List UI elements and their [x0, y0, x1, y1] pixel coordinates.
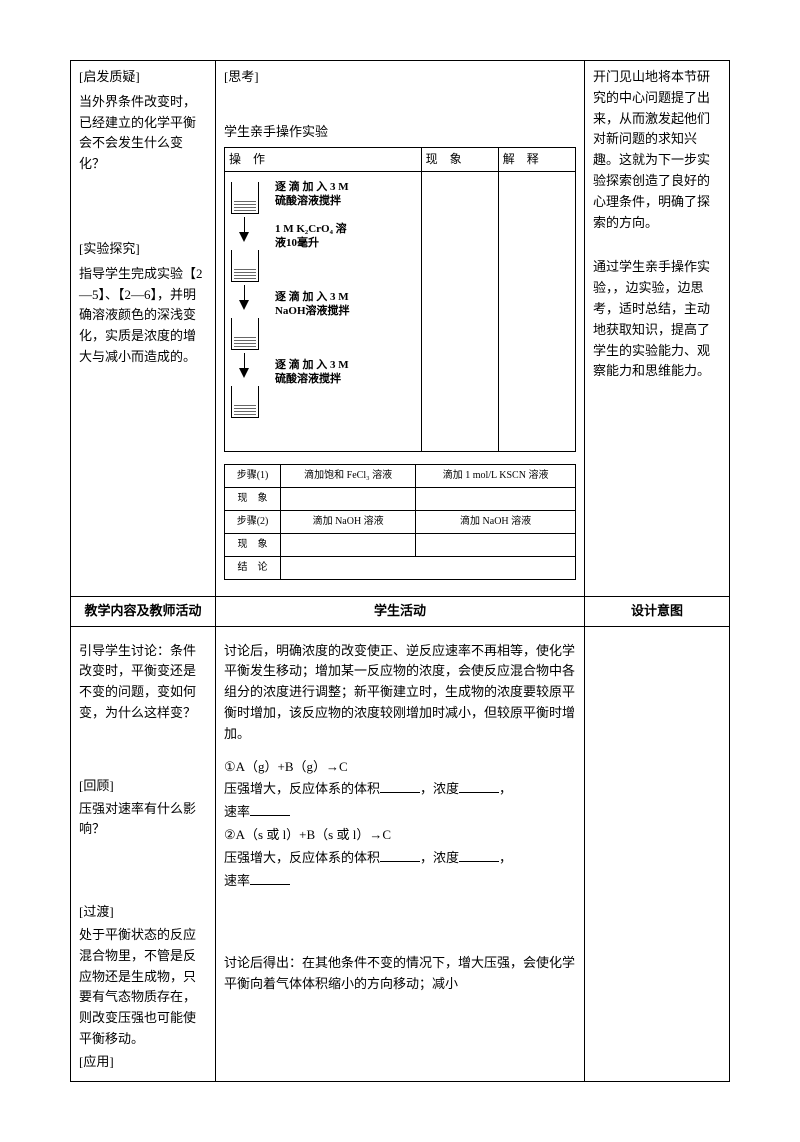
blank-field [380, 849, 420, 862]
res-cell: 现 象 [224, 533, 280, 556]
exp-explain-cell [498, 171, 575, 451]
equation-2: ②A（s 或 l）+B（s 或 l）→C [224, 825, 576, 846]
results-table: 步骤(1) 滴加饱和 FeCl₃ 溶液 滴加 1 mol/L KSCN 溶液 现… [224, 464, 576, 580]
beaker-icon [231, 250, 259, 282]
blank-field [459, 780, 499, 793]
res-cell: 滴加饱和 FeCl₃ 溶液 [281, 464, 416, 487]
res-cell: 步骤(1) [224, 464, 280, 487]
section-header-row: 教学内容及教师活动 学生活动 设计意图 [71, 596, 730, 626]
res-cell [281, 533, 416, 556]
header-teacher: 教学内容及教师活动 [71, 596, 216, 626]
heading-apply: [应用] [79, 1052, 207, 1073]
diagram-label: 逐 滴 加 入 3 M硫酸溶液搅拌 [275, 358, 349, 387]
discuss-conclusion: 讨论后得出：在其他条件不变的情况下，增大压强，会使化学平衡向着气体体积缩小的方向… [224, 953, 576, 995]
diagram-label: 逐 滴 加 入 3 M硫酸溶液搅拌 [275, 180, 349, 209]
teacher-activity-cell: [启发质疑] 当外界条件改变时，已经建立的化学平衡会不会发生什么变化？ [实验探… [71, 61, 216, 597]
equation-1: ①A（g）+B（g）→C [224, 757, 576, 778]
res-cell [416, 533, 576, 556]
transition-text: 处于平衡状态的反应混合物里，不管是反应物还是生成物，只要有气态物质存在，则改变压… [79, 925, 207, 1050]
blank-field [250, 803, 290, 816]
exp-col-phenomenon: 现 象 [421, 147, 498, 171]
diagram-label: 逐 滴 加 入 3 MNaOH溶液搅拌 [275, 290, 350, 319]
student-activity-cell: [思考] 学生亲手操作实验 操 作 现 象 解 释 逐 滴 加 入 3 M硫酸溶… [215, 61, 584, 597]
fill-line: 压强增大，反应体系的体积，浓度， [224, 779, 576, 800]
heading-transition: [过渡] [79, 902, 207, 923]
res-cell [281, 556, 576, 579]
exp-col-explain: 解 释 [498, 147, 575, 171]
res-cell: 现 象 [224, 487, 280, 510]
design-intent-cell: 开门见山地将本节研究的中心问题提了出来，从而激发起他们对新问题的求知兴趣。这就为… [585, 61, 730, 597]
beaker-icon [231, 318, 259, 350]
header-student: 学生活动 [215, 596, 584, 626]
intent-p2: 通过学生亲手操作实验，，边实验，边思考，适时总结，主动地获取知识，提高了学生的实… [593, 257, 721, 382]
teacher-activity-cell-2: 引导学生讨论：条件改变时，平衡变还是不变的问题，变如何变，为什么这样变？ [回顾… [71, 626, 216, 1081]
discuss-guide: 引导学生讨论：条件改变时，平衡变还是不变的问题，变如何变，为什么这样变？ [79, 641, 207, 724]
fill-line: 速率 [224, 871, 576, 892]
content-row-2: 引导学生讨论：条件改变时，平衡变还是不变的问题，变如何变，为什么这样变？ [回顾… [71, 626, 730, 1081]
res-cell: 结 论 [224, 556, 280, 579]
res-cell: 步骤(2) [224, 510, 280, 533]
student-activity-cell-2: 讨论后，明确浓度的改变使正、逆反应速率不再相等，使化学平衡发生移动；增加某一反应… [215, 626, 584, 1081]
review-q: 压强对速率有什么影响？ [79, 799, 207, 841]
arrow-down-icon [239, 232, 249, 242]
think-label: [思考] [224, 67, 576, 88]
heading-experiment: [实验探究] [79, 239, 207, 260]
beaker-icon [231, 386, 259, 418]
content-row-1: [启发质疑] 当外界条件改变时，已经建立的化学平衡会不会发生什么变化？ [实验探… [71, 61, 730, 597]
discuss-result: 讨论后，明确浓度的改变使正、逆反应速率不再相等，使化学平衡发生移动；增加某一反应… [224, 641, 576, 745]
intent-p1: 开门见山地将本节研究的中心问题提了出来，从而激发起他们对新问题的求知兴趣。这就为… [593, 67, 721, 233]
blank-field [459, 849, 499, 862]
diagram-cell: 逐 滴 加 入 3 M硫酸溶液搅拌 1 M K₂CrO₄ 溶液10毫升 逐 滴 … [224, 171, 421, 451]
blank-field [250, 872, 290, 885]
hands-on-label: 学生亲手操作实验 [224, 122, 576, 143]
design-intent-cell-2 [585, 626, 730, 1081]
exp-col-operation: 操 作 [224, 147, 421, 171]
blank-field [380, 780, 420, 793]
heading-inquiry: [启发质疑] [79, 67, 207, 88]
text-inquiry: 当外界条件改变时，已经建立的化学平衡会不会发生什么变化？ [79, 92, 207, 175]
beaker-icon [231, 182, 259, 214]
arrow-down-icon [239, 300, 249, 310]
res-cell [281, 487, 416, 510]
arrow-down-icon [239, 368, 249, 378]
heading-review: [回顾] [79, 776, 207, 797]
lesson-plan-table: [启发质疑] 当外界条件改变时，已经建立的化学平衡会不会发生什么变化？ [实验探… [70, 60, 730, 1082]
res-cell: 滴加 1 mol/L KSCN 溶液 [416, 464, 576, 487]
res-cell: 滴加 NaOH 溶液 [281, 510, 416, 533]
fill-line: 速率 [224, 802, 576, 823]
text-experiment: 指导学生完成实验【2—5】、【2—6】，并明确溶液颜色的深浅变化，实质是浓度的增… [79, 264, 207, 368]
diagram-label: 1 M K₂CrO₄ 溶液10毫升 [275, 222, 347, 251]
fill-line: 压强增大，反应体系的体积，浓度， [224, 848, 576, 869]
res-cell: 滴加 NaOH 溶液 [416, 510, 576, 533]
exp-phenomenon-cell [421, 171, 498, 451]
header-intent: 设计意图 [585, 596, 730, 626]
res-cell [416, 487, 576, 510]
experiment-table: 操 作 现 象 解 释 逐 滴 加 入 3 M硫酸溶液搅拌 1 [224, 147, 576, 452]
